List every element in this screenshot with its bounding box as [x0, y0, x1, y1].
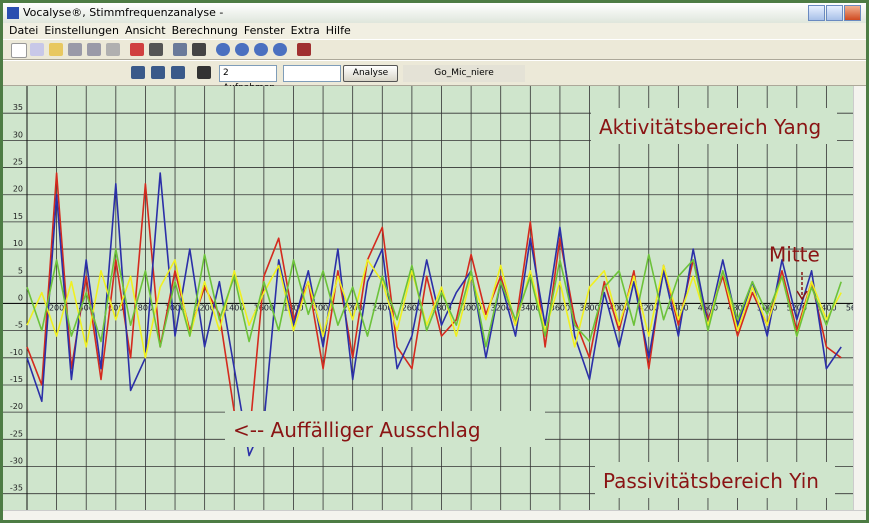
y-tick-label: 35 — [13, 103, 23, 112]
annotation: <-- Auffälliger Ausschlag — [233, 418, 481, 442]
zoom-button[interactable] — [235, 43, 249, 56]
window-title: Vocalyse®, Stimmfrequenzanalyse - — [23, 6, 224, 19]
x-tick-label: 2600 — [402, 303, 422, 312]
tool-button[interactable] — [30, 43, 44, 56]
y-tick-label: 25 — [13, 158, 23, 167]
annotation-box — [225, 411, 545, 447]
x-tick-label: 400 — [79, 303, 94, 312]
view-button[interactable] — [197, 66, 211, 79]
y-tick-label: -20 — [10, 402, 23, 411]
x-tick-label: 5000 — [757, 303, 777, 312]
annotation-arrowhead — [796, 290, 808, 301]
x-tick-label: 3000 — [461, 303, 481, 312]
annotation-box — [591, 108, 837, 144]
view-button[interactable] — [131, 66, 145, 79]
x-tick-label: 2200 — [342, 303, 362, 312]
zoom-in-button[interactable] — [254, 43, 268, 56]
empty-select[interactable] — [283, 65, 341, 82]
tool-button[interactable] — [192, 43, 206, 56]
app-icon — [7, 7, 19, 19]
tool-button[interactable] — [87, 43, 101, 56]
annotation: Aktivitätsbereich Yang — [599, 115, 821, 139]
new-button[interactable] — [11, 43, 27, 58]
recordings-select[interactable]: 2 Aufnahmen — [219, 65, 277, 93]
y-tick-label: -10 — [10, 348, 23, 357]
annotation-box — [595, 462, 835, 498]
tool-button[interactable] — [106, 43, 120, 56]
save-button[interactable] — [68, 43, 82, 56]
close-button[interactable] — [844, 5, 861, 21]
annotation: Mitte — [769, 242, 820, 266]
x-tick-label: 4400 — [668, 303, 688, 312]
x-tick-label: 2000 — [313, 303, 333, 312]
data-line — [26, 172, 842, 457]
menu-item[interactable]: Berechnung — [171, 24, 238, 37]
menu-item[interactable]: Ansicht — [124, 24, 166, 37]
x-tick-label: 1000 — [165, 303, 185, 312]
menu-item[interactable]: Datei — [9, 24, 39, 37]
x-tick-label: 4800 — [727, 303, 747, 312]
x-tick-label: 1600 — [254, 303, 274, 312]
x-tick-label: 800 — [138, 303, 153, 312]
data-line — [26, 248, 842, 348]
y-tick-label: 0 — [18, 293, 23, 302]
app-window: Vocalyse®, Stimmfrequenzanalyse - Datei E… — [3, 3, 866, 520]
menu-bar: Datei Einstellungen Ansicht Berechnung Fenst… — [3, 23, 866, 39]
x-tick-label: 4200 — [639, 303, 659, 312]
toolbar — [3, 39, 866, 60]
x-tick-label: 3800 — [579, 303, 599, 312]
horizontal-scrollbar[interactable] — [3, 510, 866, 520]
x-tick-label: 4000 — [609, 303, 629, 312]
menu-item[interactable]: Einstellungen — [44, 24, 119, 37]
x-tick-label: 3400 — [520, 303, 540, 312]
menu-item[interactable]: Hilfe — [325, 24, 351, 37]
toolbar: 2 Aufnahmen Analyse Go_Mic_niere — [3, 60, 866, 93]
y-tick-label: 10 — [13, 239, 23, 248]
vertical-scrollbar[interactable] — [853, 86, 866, 510]
x-tick-label: 5200 — [787, 303, 807, 312]
x-tick-label: 200 — [49, 303, 64, 312]
zoom-out-button[interactable] — [273, 43, 287, 56]
view-button[interactable] — [171, 66, 185, 79]
y-tick-label: 30 — [13, 130, 23, 139]
x-tick-label: 1200 — [194, 303, 214, 312]
x-tick-label: 5400 — [816, 303, 836, 312]
menu-item[interactable]: Extra — [290, 24, 320, 37]
y-tick-label: -15 — [10, 375, 23, 384]
x-tick-label: 2800 — [431, 303, 451, 312]
y-tick-label: -35 — [10, 484, 23, 493]
tool-button[interactable] — [173, 43, 187, 56]
y-tick-label: 20 — [13, 185, 23, 194]
x-tick-label: 2400 — [372, 303, 392, 312]
y-tick-label: 15 — [13, 212, 23, 221]
view-button[interactable] — [151, 66, 165, 79]
y-tick-label: -25 — [10, 429, 23, 438]
y-tick-label: -5 — [15, 321, 23, 330]
file-label: Go_Mic_niere — [403, 65, 525, 82]
minimize-button[interactable] — [808, 5, 825, 21]
x-tick-label: 3600 — [550, 303, 570, 312]
x-tick-label: 600 — [108, 303, 123, 312]
y-tick-label: -30 — [10, 457, 23, 466]
help-button[interactable] — [130, 43, 144, 56]
x-tick-label: 5600 — [846, 303, 853, 312]
x-tick-label: 3200 — [491, 303, 511, 312]
book-button[interactable] — [297, 43, 311, 56]
zoom-button[interactable] — [216, 43, 230, 56]
y-tick-label: 5 — [18, 266, 23, 275]
analyse-button[interactable]: Analyse — [343, 65, 398, 82]
x-tick-label: 4600 — [698, 303, 718, 312]
chart: 35 30 25 20 15 10 5 0 -5 -10 -15 -20 -25 -30 -35 200 400… — [3, 86, 853, 510]
x-tick-label: 1400 — [224, 303, 244, 312]
title-bar: Vocalyse®, Stimmfrequenzanalyse - — [3, 3, 866, 23]
annotation: Passivitätsbereich Yin — [603, 469, 819, 493]
x-tick-label: 1800 — [283, 303, 303, 312]
open-button[interactable] — [49, 43, 63, 56]
print-button[interactable] — [149, 43, 163, 56]
maximize-button[interactable] — [826, 5, 843, 21]
menu-item[interactable]: Fenster — [243, 24, 285, 37]
